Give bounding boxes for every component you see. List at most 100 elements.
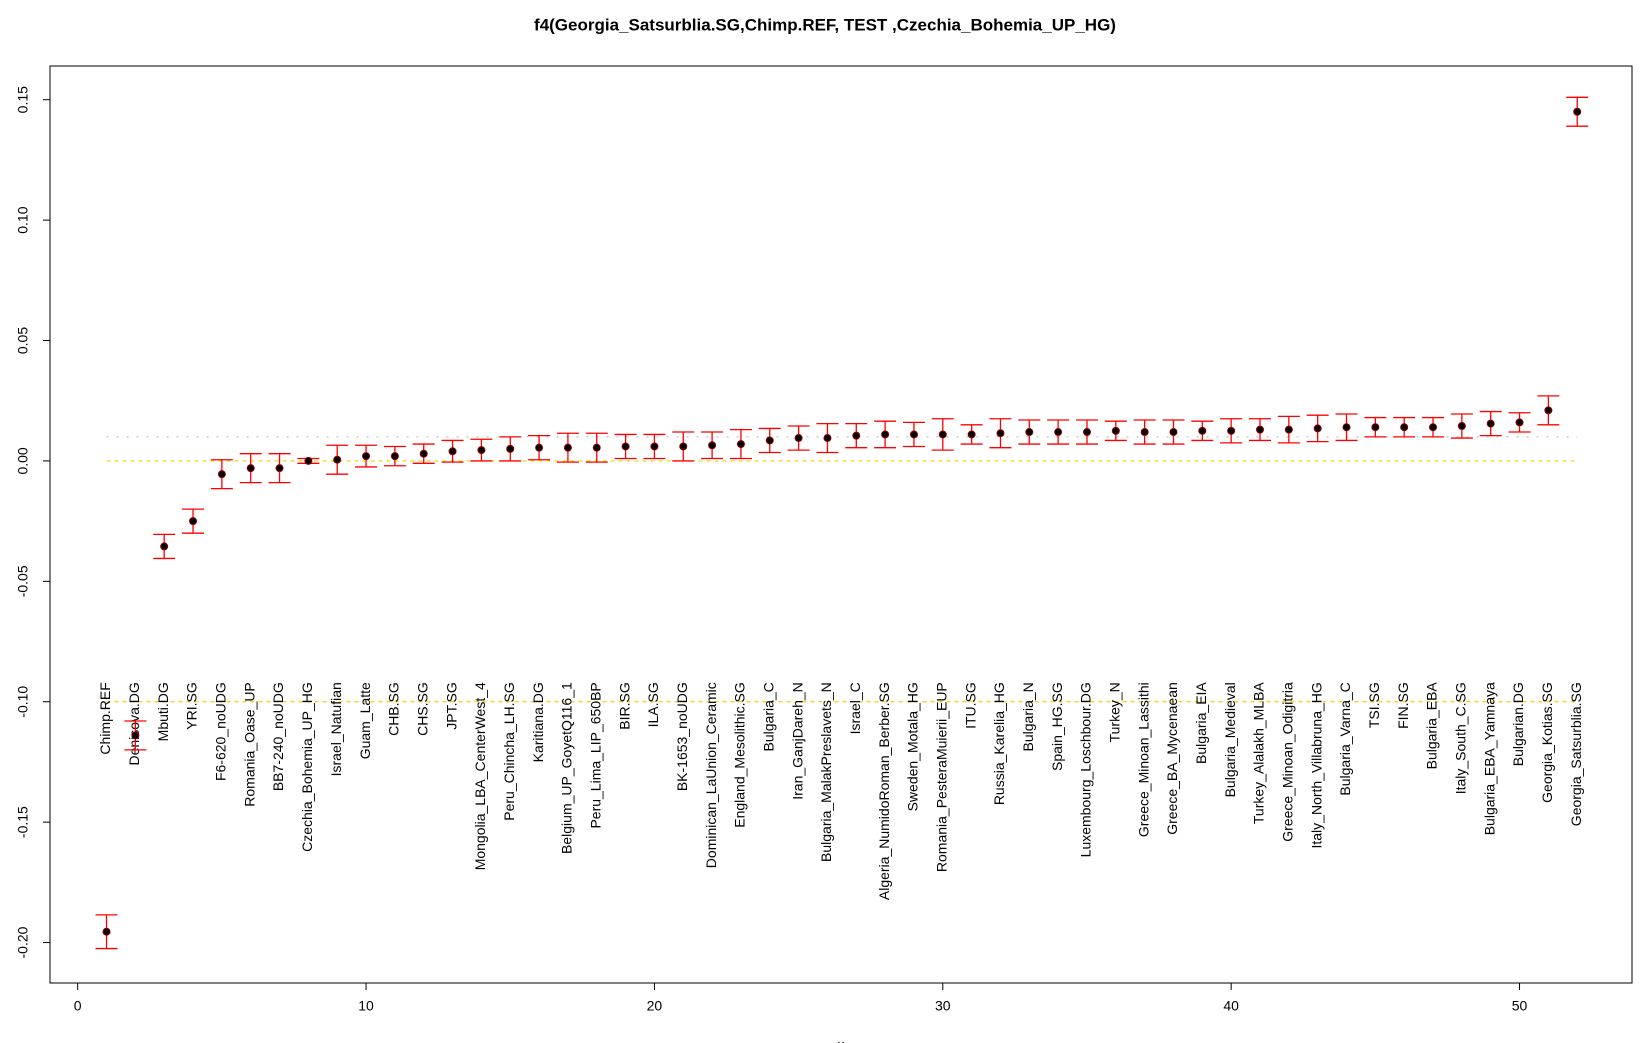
point-label: TSI.SG bbox=[1366, 682, 1382, 728]
point bbox=[881, 430, 890, 439]
point-label: Bulgaria_N bbox=[1020, 682, 1036, 751]
point-label: England_Mesolithic.SG bbox=[732, 682, 748, 828]
point bbox=[823, 434, 832, 443]
point bbox=[1054, 428, 1063, 437]
y-tick-label: -0.15 bbox=[15, 806, 31, 838]
point bbox=[275, 464, 284, 473]
point bbox=[1429, 423, 1438, 432]
point-label: Bulgaria_MalakPreslavets_N bbox=[818, 682, 834, 862]
point-label: Greece_BA_Mycenaean bbox=[1164, 682, 1180, 835]
point bbox=[679, 442, 688, 451]
point-label: Iran_GanjDareh_N bbox=[789, 682, 805, 800]
point bbox=[246, 464, 255, 473]
point bbox=[1111, 426, 1120, 435]
point-label: Bulgaria_C bbox=[760, 682, 776, 751]
point bbox=[938, 430, 947, 439]
point bbox=[736, 440, 745, 449]
point bbox=[506, 444, 515, 453]
point bbox=[650, 442, 659, 451]
point bbox=[217, 470, 226, 479]
point bbox=[794, 434, 803, 443]
point bbox=[160, 542, 169, 551]
point bbox=[419, 449, 428, 458]
point-label: Peru_Chincha_LH.SG bbox=[501, 682, 517, 821]
point-label: ITU.SG bbox=[962, 682, 978, 729]
point-label: Czechia_Bohemia_UP_HG bbox=[299, 682, 315, 852]
y-tick-label: -0.20 bbox=[15, 926, 31, 958]
point-label: Bulgaria_EBA bbox=[1424, 682, 1440, 770]
point bbox=[996, 429, 1005, 438]
y-tick-label: 0.00 bbox=[15, 447, 31, 474]
point-label: Georgia_Kotias.SG bbox=[1539, 682, 1555, 803]
point-label: Spain_HG.SG bbox=[1049, 682, 1065, 771]
point-label: Bulgaria_Varna_C bbox=[1337, 682, 1353, 795]
point bbox=[131, 731, 140, 740]
x-tick-label: 20 bbox=[647, 998, 663, 1014]
point bbox=[477, 446, 486, 455]
point-label: Romania_Oase_UP bbox=[241, 682, 257, 807]
point bbox=[1371, 423, 1380, 432]
point-label: Italy_North_Villabruna_HG bbox=[1308, 682, 1324, 848]
point bbox=[852, 431, 861, 440]
point-label: Dominican_LaUnion_Ceramic bbox=[703, 682, 719, 868]
point bbox=[909, 430, 918, 439]
point-label: CHB.SG bbox=[386, 682, 402, 736]
point-label: BK-1653_noUDG bbox=[674, 682, 690, 791]
point-label: JPT.SG bbox=[443, 682, 459, 729]
point bbox=[102, 927, 111, 936]
point-label: Guam_Latte bbox=[357, 682, 373, 759]
point bbox=[967, 430, 976, 439]
y-tick-label: -0.05 bbox=[15, 565, 31, 597]
point-label: Luxembourg_Loschbour.DG bbox=[1078, 682, 1094, 857]
point-label: Bulgaria_EIA bbox=[1193, 682, 1209, 764]
point bbox=[592, 443, 601, 452]
x-tick-label: 50 bbox=[1512, 998, 1528, 1014]
point-label: BIR.SG bbox=[616, 682, 632, 729]
point-label: Romania_PesteraMuierii_EUP bbox=[933, 682, 949, 872]
point-label: Chimp.REF bbox=[97, 682, 113, 754]
point bbox=[708, 441, 717, 450]
point bbox=[1573, 107, 1582, 116]
point-label: Greece_Minoan_Lassithi bbox=[1135, 682, 1151, 837]
plot-frame bbox=[49, 65, 1633, 984]
point bbox=[1313, 424, 1322, 433]
point bbox=[535, 443, 544, 452]
point-label: Mbuti.DG bbox=[155, 682, 171, 741]
point-label: Georgia_Satsurblia.SG bbox=[1568, 682, 1584, 826]
point bbox=[1284, 425, 1293, 434]
point bbox=[448, 447, 457, 456]
point bbox=[1169, 428, 1178, 437]
point-label: BB7-240_noUDG bbox=[270, 682, 286, 791]
point-label: Israel_Natufian bbox=[328, 682, 344, 776]
point bbox=[1140, 428, 1149, 437]
point-label: Denisova.DG bbox=[126, 682, 142, 765]
point-label: Peru_Lima_LIP_650BP bbox=[587, 682, 603, 828]
point bbox=[362, 452, 371, 461]
point-label: Sweden_Motala_HG bbox=[905, 682, 921, 811]
point-label: Mongolia_LBA_CenterWest_4 bbox=[472, 682, 488, 870]
x-tick-label: 10 bbox=[358, 998, 374, 1014]
point bbox=[1342, 423, 1351, 432]
x-tick-label: 30 bbox=[935, 998, 951, 1014]
point-label: YRI.SG bbox=[184, 682, 200, 729]
point-label: CHS.SG bbox=[414, 682, 430, 736]
point-label: Greece_Minoan_Odigitria bbox=[1280, 682, 1296, 842]
y-tick-label: 0.15 bbox=[15, 86, 31, 113]
point-label: Turkey_N bbox=[1107, 682, 1123, 742]
x-axis-label: x bbox=[838, 1037, 845, 1043]
point bbox=[1515, 418, 1524, 427]
point bbox=[1198, 426, 1207, 435]
point bbox=[304, 456, 313, 465]
point-label: Belgium_UP_GoyetQ116_1 bbox=[559, 682, 575, 854]
point-label: F6-620_noUDG bbox=[213, 682, 229, 781]
point-label: Bulgaria_EBA_Yamnaya bbox=[1481, 682, 1497, 835]
chart-title: f4(Georgia_Satsurblia.SG,Chimp.REF, TEST… bbox=[534, 15, 1116, 34]
point bbox=[1082, 428, 1091, 437]
y-tick-label: 0.10 bbox=[15, 206, 31, 233]
point bbox=[1227, 426, 1236, 435]
point bbox=[1400, 423, 1409, 432]
point bbox=[765, 436, 774, 445]
point-label: ILA.SG bbox=[645, 682, 661, 727]
point bbox=[390, 452, 399, 461]
y-tick-label: 0.05 bbox=[15, 327, 31, 354]
